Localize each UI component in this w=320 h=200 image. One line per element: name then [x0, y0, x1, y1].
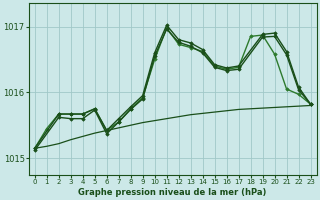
- X-axis label: Graphe pression niveau de la mer (hPa): Graphe pression niveau de la mer (hPa): [78, 188, 267, 197]
